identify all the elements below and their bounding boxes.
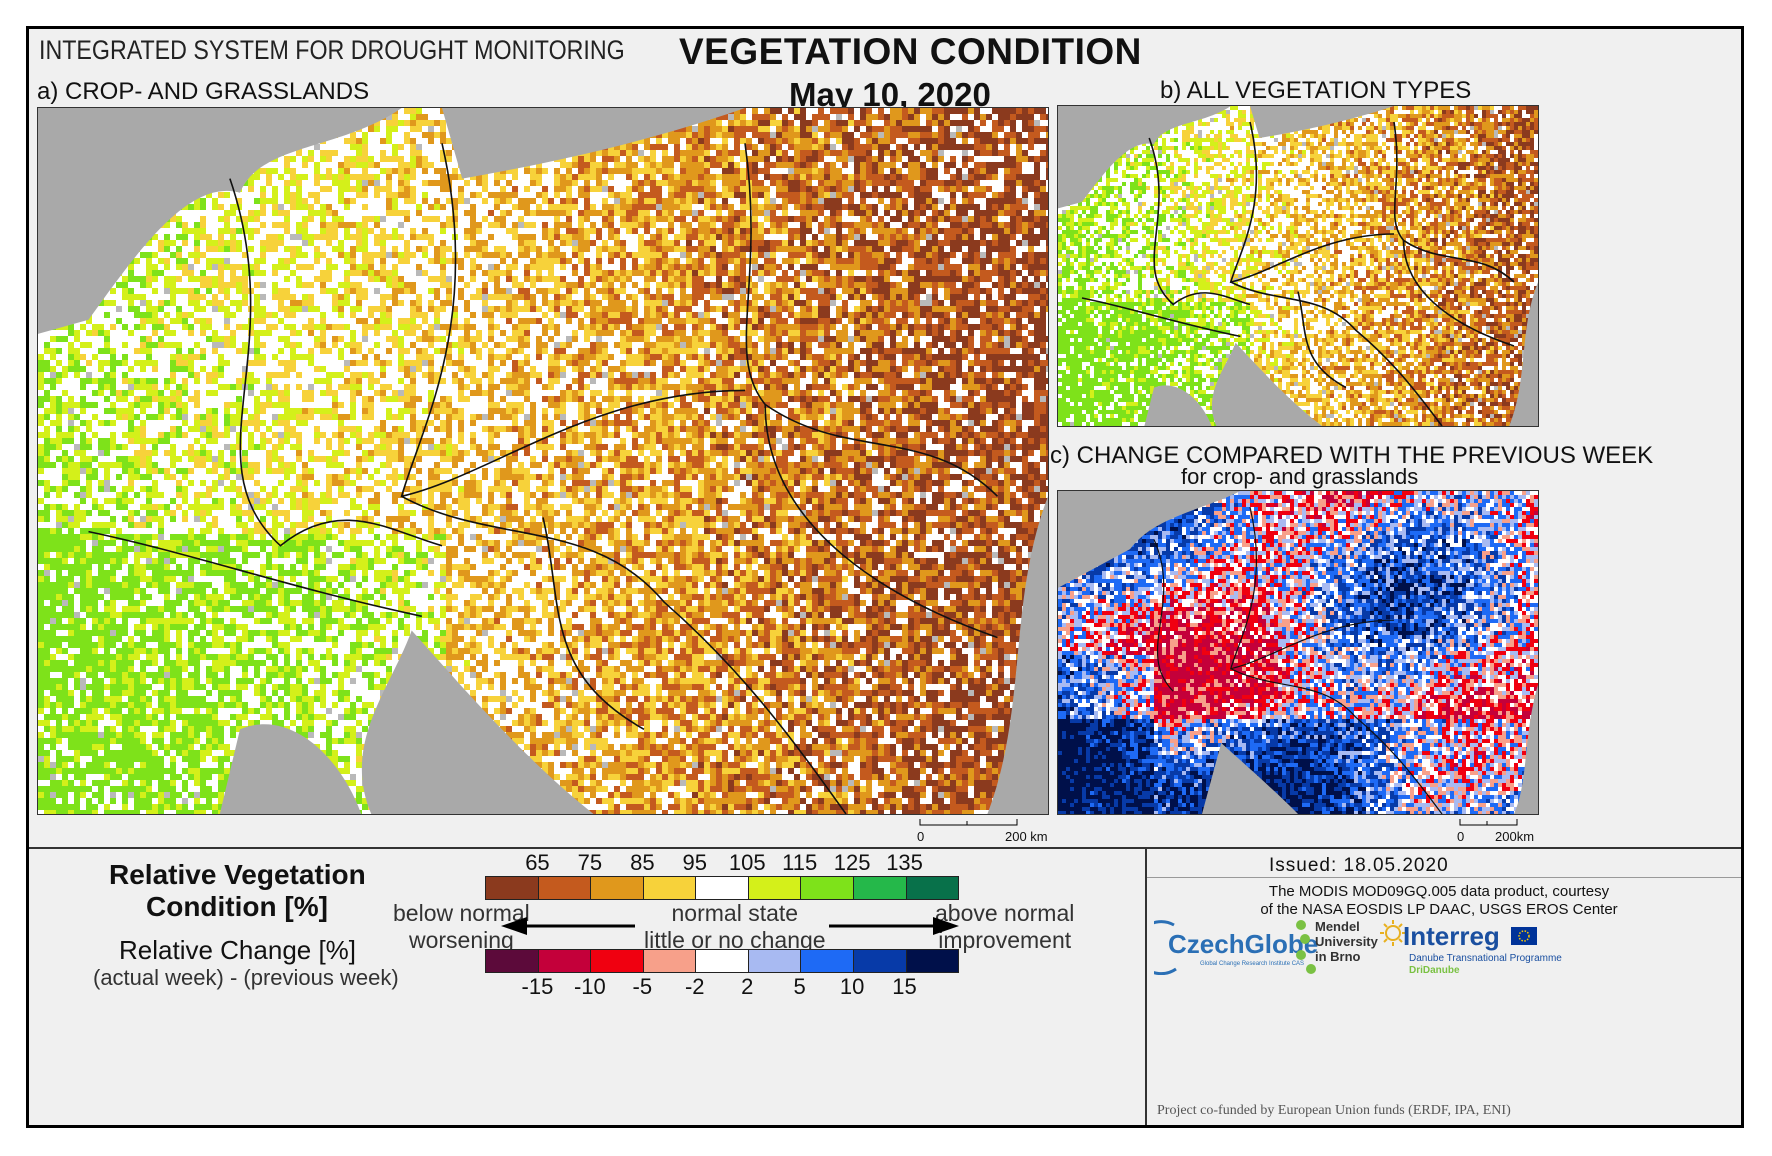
colorbar-swatch [801,950,854,972]
data-credit: The MODIS MOD09GQ.005 data product, cour… [1179,883,1699,919]
colorbar-tick-label: -10 [574,974,606,1000]
czechglobe-logo[interactable]: CzechGlobe Global Change Research Instit… [1154,917,1318,975]
scale-a-zero: 0 [917,829,924,844]
scale-bar-graphic [919,819,1018,826]
colorbar-swatch [696,950,749,972]
colorbar-tick-label: 85 [630,850,654,876]
colorbar-tick-label: -15 [522,974,554,1000]
left-arrow-icon [501,917,635,935]
scale-c-zero: 0 [1457,829,1464,844]
colorbar-tick-label: 5 [794,974,806,1000]
colorbar-tick-label: 125 [834,850,871,876]
change-colorbar [485,949,959,973]
colorbar-tick-label: -5 [633,974,653,1000]
interreg-sub-1: Danube Transnational Programme [1409,953,1562,964]
legend-left-text: below normal worsening [393,900,530,954]
scale-c-km: 200km [1495,829,1534,844]
little-change-label: little or no change [644,927,826,954]
system-title: INTEGRATED SYSTEM FOR DROUGHT MONITORING [39,35,625,66]
main-title: VEGETATION CONDITION [679,31,1142,73]
colorbar-tick-label: 10 [840,974,864,1000]
colorbar-tick-label: 65 [525,850,549,876]
colorbar-swatch [538,950,592,972]
colorbar-tick-label: 95 [683,850,707,876]
colorbar-swatch [591,950,644,972]
legend-change-sub: (actual week) - (previous week) [93,965,399,991]
colorbar-swatch [748,877,802,899]
funding-note: Project co-funded by European Union fund… [1157,1103,1511,1119]
colorbar-tick-label: 75 [578,850,602,876]
right-arrow-icon [829,917,959,935]
colorbar-swatch [643,877,697,899]
mendel-line-3: in Brno [1315,949,1378,964]
colorbar-tick-label: -2 [685,974,705,1000]
czechglobe-arc-icon [1154,920,1177,975]
interreg-sun-icon [1380,920,1406,946]
colorbar-swatch [643,950,697,972]
mendel-text: Mendel University in Brno [1315,919,1378,964]
legend-center-text: normal state little or no change [644,900,826,954]
legend-divider [29,847,1741,849]
map-weekly-change[interactable] [1057,490,1539,815]
above-normal-label: above normal [935,900,1074,927]
legend-right-text: above normal improvement [935,900,1074,954]
issued-date: Issued: 18.05.2020 [1269,855,1449,877]
interreg-text: Interreg [1403,921,1500,952]
interreg-logo[interactable]: Interreg Danube Transnational Programme … [1379,917,1562,977]
colorbar-tick-label: 115 [782,850,817,876]
all-vegetation-map [1058,106,1538,426]
mendel-logo[interactable]: Mendel University in Brno [1295,919,1405,979]
colorbar-swatch [591,877,644,899]
colorbar-swatch [906,877,959,899]
credit-line-2: of the NASA EOSDIS LP DAAC, USGS EROS Ce… [1179,901,1699,919]
colorbar-swatch [696,877,749,899]
colorbar-tick-label: 135 [886,850,923,876]
colorbar-swatch [486,950,539,972]
legend-title-1: Relative Vegetation [109,859,366,891]
eu-flag-icon [1511,927,1537,945]
colorbar-swatch [748,950,802,972]
colorbar-swatch [486,877,539,899]
scale-bar-a: 0 200 km [917,817,1048,847]
panel-c-label: c) CHANGE COMPARED WITH THE PREVIOUS WEE… [1050,442,1653,470]
czechglobe-sub: Global Change Research Institute CAS [1200,961,1304,967]
colorbar-swatch [906,950,959,972]
colorbar-tick-label: 15 [892,974,916,1000]
interreg-sub-2: DriDanube [1409,965,1460,976]
czechglobe-text: CzechGlobe [1168,929,1318,960]
map-crop-grasslands[interactable] [37,107,1049,815]
normal-state-label: normal state [644,900,826,927]
legend-change-title: Relative Change [%] [119,935,356,966]
credit-line-1: The MODIS MOD09GQ.005 data product, cour… [1179,883,1699,901]
colorbar-swatch [801,877,854,899]
panel-c-sublabel: for crop- and grasslands [1181,464,1418,490]
colorbar-swatch [538,877,592,899]
colorbar-swatch [853,950,907,972]
mendel-line-1: Mendel [1315,919,1378,934]
weekly-change-map [1058,491,1538,814]
scale-bar-c-graphic [1459,819,1518,826]
scale-bar-c: 0 200km [1457,817,1547,847]
legend-arrows [501,917,959,935]
issued-underline [1147,877,1741,878]
panel-b-label: b) ALL VEGETATION TYPES [1160,77,1471,105]
map-all-vegetation[interactable] [1057,105,1539,427]
mendel-line-2: University [1315,934,1378,949]
colorbar-tick-label: 105 [729,850,766,876]
worsening-label: worsening [393,927,530,954]
colorbar-tick-label: 2 [741,974,753,1000]
colorbar-swatch [853,877,907,899]
footer-divider [1145,849,1147,1125]
improvement-label: improvement [935,927,1074,954]
figure-frame: INTEGRATED SYSTEM FOR DROUGHT MONITORING… [26,26,1744,1128]
panel-a-label: a) CROP- AND GRASSLANDS [37,78,369,106]
below-normal-label: below normal [393,900,530,927]
scale-a-km: 200 km [1005,829,1048,844]
legend-title-2: Condition [%] [146,891,328,923]
mendel-dots-icon [1296,920,1316,974]
condition-colorbar [485,876,959,900]
vegetation-condition-map [38,108,1048,814]
map-date: May 10, 2020 [789,76,991,114]
